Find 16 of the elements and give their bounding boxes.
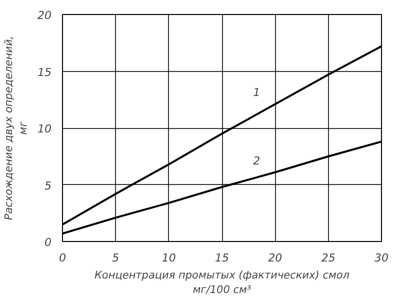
y-tick-label: 10 [38, 122, 52, 136]
y-tick-label: 15 [38, 66, 52, 79]
x-tick-label: 20 [268, 252, 282, 264]
x-tick-label: 0 [59, 252, 66, 264]
x-tick-label: 25 [321, 252, 336, 264]
y-tick-label: 20 [38, 9, 52, 22]
x-tick-label: 15 [215, 252, 229, 264]
x-tick-label: 5 [112, 252, 120, 264]
y-axis-title: Расхождение двух определений, мг [3, 36, 30, 220]
x-tick-label: 10 [162, 252, 176, 264]
y-tick-label: 0 [44, 236, 52, 249]
x-tick-label: 30 [374, 252, 388, 264]
series-label: 2 [253, 154, 260, 168]
series-label: 1 [253, 86, 260, 100]
y-tick-label: 5 [44, 179, 52, 192]
x-axis-title: Концентрация промытых (фактических) смол мг/100 см³ [94, 270, 350, 296]
